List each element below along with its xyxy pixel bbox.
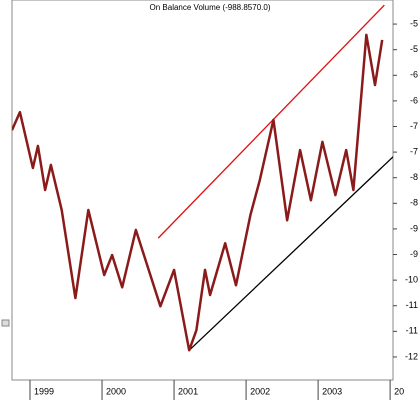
x-tick-label: 1999 bbox=[34, 386, 54, 396]
y-tick-label: -11 bbox=[406, 326, 418, 336]
scale-icon bbox=[1, 319, 10, 327]
plot-area bbox=[12, 4, 393, 352]
x-tick-label: 2002 bbox=[250, 386, 270, 396]
y-tick-label: -7 bbox=[410, 121, 418, 131]
y-tick-label: -5 bbox=[410, 18, 418, 28]
trend-line bbox=[188, 155, 393, 351]
y-tick-label: -10 bbox=[405, 275, 418, 285]
y-tick-label: -6 bbox=[410, 70, 418, 80]
y-tick-label: -6 bbox=[410, 95, 418, 105]
data-line bbox=[12, 33, 384, 352]
x-tick-label: 2003 bbox=[322, 386, 342, 396]
y-tick-label: -12 bbox=[405, 351, 418, 361]
y-tick-label: -9 bbox=[410, 249, 418, 259]
y-tick-label: -5 bbox=[410, 44, 418, 54]
y-tick-label: -8 bbox=[410, 172, 418, 182]
y-tick-label: -8 bbox=[410, 198, 418, 208]
x-tick-label: 20 bbox=[394, 386, 404, 396]
y-tick-label: -7 bbox=[410, 146, 418, 156]
y-tick-label: -9 bbox=[410, 223, 418, 233]
plot-frame bbox=[11, 0, 394, 381]
chart-title: On Balance Volume (-988.8570.0) bbox=[150, 3, 271, 12]
y-tick-label: -11 bbox=[406, 300, 418, 310]
x-tick-label: 2001 bbox=[178, 386, 198, 396]
x-tick-label: 2000 bbox=[106, 386, 126, 396]
trend-line bbox=[157, 4, 385, 239]
